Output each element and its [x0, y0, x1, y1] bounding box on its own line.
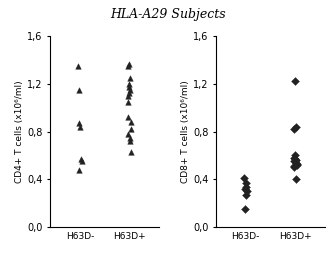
Point — [243, 181, 249, 185]
Point — [291, 159, 297, 164]
Point — [294, 125, 299, 129]
Point — [76, 121, 81, 125]
Y-axis label: CD8+ T cells (x10⁶/ml): CD8+ T cells (x10⁶/ml) — [181, 80, 190, 183]
Point — [292, 153, 298, 158]
Point — [126, 81, 131, 86]
Point — [128, 150, 134, 154]
Point — [292, 79, 297, 83]
Y-axis label: CD4+ T cells (x10⁶/ml): CD4+ T cells (x10⁶/ml) — [15, 80, 24, 183]
Point — [292, 159, 297, 164]
Point — [126, 62, 131, 67]
Point — [126, 93, 131, 98]
Point — [125, 63, 131, 68]
Point — [244, 189, 249, 194]
Point — [127, 75, 133, 80]
Point — [127, 87, 132, 92]
Point — [292, 157, 298, 161]
Point — [76, 63, 81, 68]
Text: HLA-A29 Subjects: HLA-A29 Subjects — [110, 8, 225, 21]
Point — [293, 158, 298, 162]
Point — [126, 91, 131, 95]
Point — [294, 162, 299, 166]
Point — [291, 156, 297, 160]
Point — [126, 115, 131, 119]
Point — [126, 99, 131, 104]
Point — [291, 164, 296, 169]
Point — [293, 161, 299, 165]
Point — [242, 187, 248, 191]
Point — [242, 176, 247, 181]
Point — [243, 184, 248, 189]
Point — [76, 87, 81, 92]
Point — [125, 132, 130, 136]
Point — [243, 193, 248, 197]
Point — [129, 127, 134, 131]
Point — [128, 135, 133, 140]
Point — [77, 168, 82, 172]
Point — [291, 165, 297, 170]
Point — [78, 157, 83, 161]
Point — [243, 207, 248, 212]
Point — [78, 125, 83, 129]
Point — [127, 139, 133, 143]
Point — [291, 127, 296, 131]
Point — [127, 85, 132, 89]
Point — [128, 120, 134, 124]
Point — [294, 163, 299, 167]
Point — [293, 177, 298, 182]
Point — [79, 159, 84, 164]
